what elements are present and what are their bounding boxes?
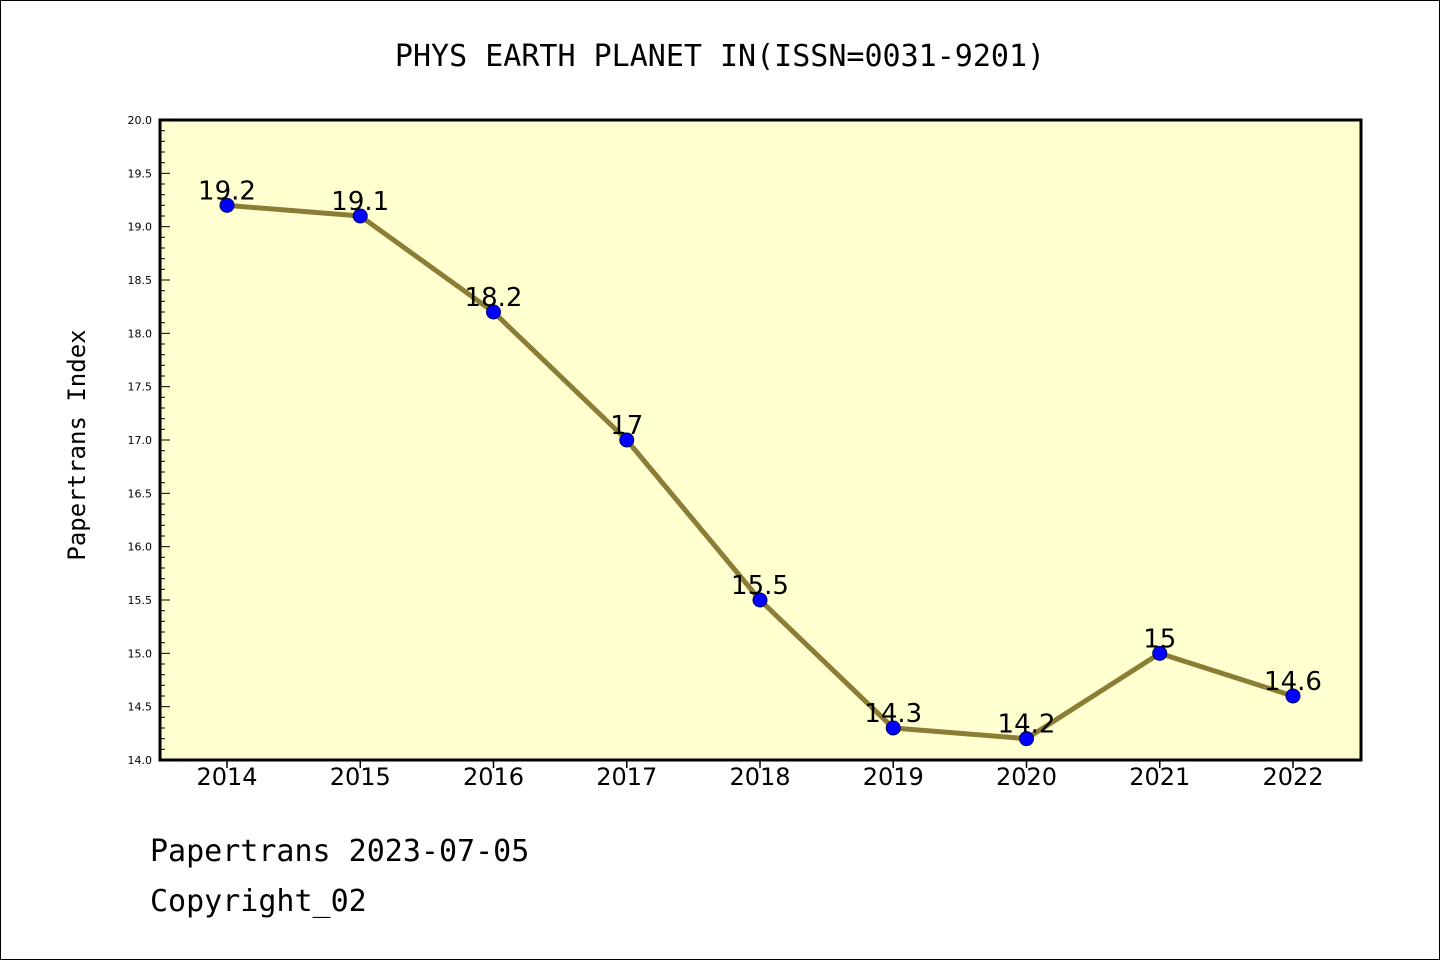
y-tick-label: 16.5 (128, 487, 153, 500)
x-tick-label: 2016 (463, 763, 524, 791)
footer-copyright-text: Copyright_02 (150, 884, 367, 919)
series-layer (219, 197, 1301, 747)
y-tick-label: 18.0 (128, 327, 153, 340)
data-point (1285, 688, 1301, 704)
x-tick-label: 2020 (996, 763, 1057, 791)
x-tick-label: 2014 (196, 763, 257, 791)
x-tick-label: 2022 (1262, 763, 1323, 791)
x-tick-label: 2015 (330, 763, 391, 791)
y-tick-label: 16.0 (128, 541, 153, 554)
data-label: 14.6 (1264, 667, 1322, 697)
y-tick-label: 19.0 (128, 221, 153, 234)
x-axis: 2014 2015 2016 2017 2018 2019 2020 2021 2022 (196, 760, 1324, 791)
y-tick-label: 18.5 (128, 274, 153, 287)
data-label: 19.2 (198, 176, 256, 206)
data-label: 14.3 (864, 699, 922, 729)
chart-title: PHYS EARTH PLANET IN(ISSN=0031-9201) (395, 39, 1045, 74)
y-tick-label: 14.5 (128, 701, 153, 714)
data-point (885, 720, 901, 736)
data-point (1019, 731, 1034, 747)
data-point (219, 197, 235, 213)
y-axis: 14.0 14.5 15.0 15.5 16.0 16.5 17.0 17.5 18.0 18.5… (128, 114, 170, 767)
y-tick-label: 15.5 (128, 594, 153, 607)
data-label: 18.2 (465, 283, 523, 313)
data-label: 17 (610, 411, 643, 441)
y-tick-label: 20.0 (128, 114, 153, 127)
data-point (352, 208, 368, 224)
data-labels-layer: 19.2 19.1 18.2 17 15.5 14.3 14.2 15 14.6 (198, 176, 1322, 739)
data-point (619, 432, 635, 448)
data-label: 15 (1143, 624, 1176, 654)
y-tick-label: 19.5 (128, 167, 153, 180)
y-tick-label: 14.0 (128, 754, 153, 767)
x-tick-label: 2017 (596, 763, 657, 791)
x-tick-label: 2019 (863, 763, 924, 791)
x-tick-label: 2021 (1129, 763, 1190, 791)
x-tick-label: 2018 (729, 763, 790, 791)
y-tick-label: 15.0 (128, 647, 153, 660)
data-point (1152, 645, 1168, 661)
y-tick-label: 17.5 (128, 381, 153, 394)
data-label: 14.2 (998, 710, 1056, 740)
data-point (752, 592, 768, 608)
data-label: 15.5 (731, 571, 789, 601)
footer-date-text: Papertrans 2023-07-05 (150, 834, 530, 869)
data-label: 19.1 (331, 187, 389, 217)
y-axis-label: Papertrans Index (63, 329, 91, 560)
y-tick-label: 17.0 (128, 434, 153, 447)
plot-border (158, 118, 1363, 762)
data-point (486, 304, 501, 320)
